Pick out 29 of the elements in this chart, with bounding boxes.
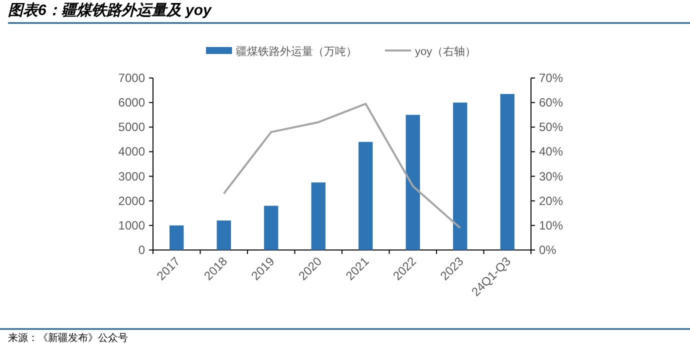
bar bbox=[406, 114, 420, 250]
y-tick-label: 6000 bbox=[118, 96, 146, 110]
y2-tick-label: 30% bbox=[539, 169, 564, 184]
bar bbox=[170, 225, 184, 250]
y2-tick-label: 10% bbox=[539, 218, 564, 232]
bar bbox=[358, 142, 373, 250]
bar bbox=[453, 102, 468, 250]
y-tick-label: 2000 bbox=[118, 194, 146, 208]
y-tick-label: 4000 bbox=[118, 144, 146, 159]
bar bbox=[500, 94, 514, 250]
y-tick-label: 1000 bbox=[118, 218, 146, 232]
y2-tick-label: 70% bbox=[539, 71, 564, 85]
y-tick-label: 7000 bbox=[118, 71, 146, 85]
legend-label: yoy（右轴） bbox=[415, 45, 476, 58]
y-tick-label: 3000 bbox=[118, 169, 146, 184]
bar bbox=[264, 206, 278, 250]
y2-tick-label: 40% bbox=[539, 144, 564, 159]
y-tick-label: 5000 bbox=[118, 120, 146, 134]
y2-tick-label: 0% bbox=[539, 243, 557, 257]
y-tick-label: 0 bbox=[138, 243, 146, 257]
source-note: 来源：《新疆发布》公众号 bbox=[8, 332, 128, 343]
y2-tick-label: 60% bbox=[539, 96, 564, 110]
line-series bbox=[222, 102, 462, 229]
y2-tick-label: 20% bbox=[539, 194, 564, 208]
bar bbox=[216, 220, 231, 250]
y2-tick-label: 50% bbox=[539, 120, 564, 134]
legend-label: 疆煤铁路外运量（万吨） bbox=[236, 45, 357, 58]
chart-title: 图表6：疆煤铁路外运量及 yoy bbox=[8, 2, 212, 19]
bar bbox=[311, 182, 326, 250]
